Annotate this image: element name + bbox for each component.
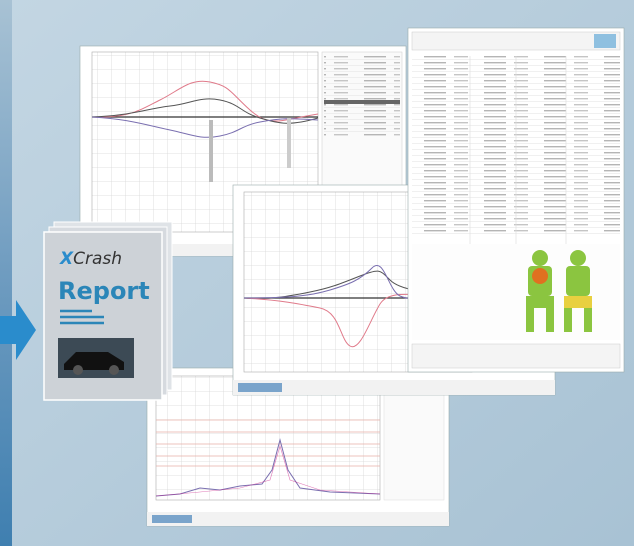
dummy-figure-part <box>532 250 548 266</box>
sheet-chart-a-part <box>287 118 291 168</box>
dummy-figure-part <box>526 308 534 332</box>
dummy-figure-part <box>546 308 554 332</box>
dummy-figure-part <box>526 296 554 308</box>
sheet-chart-a-part <box>324 100 400 104</box>
illustration: XCrash Report <box>0 0 634 546</box>
sheet-table-part <box>594 34 616 48</box>
sheet-chart-a-part <box>324 56 400 136</box>
report-booklet-part <box>109 365 119 375</box>
dummy-figure-part <box>570 250 586 266</box>
report-booklet: XCrash Report <box>44 222 172 400</box>
sheet-chart-a-part <box>209 120 213 182</box>
logo-mark: X <box>59 249 74 269</box>
sheet-table-part <box>412 344 620 368</box>
sheet-chart-d-part <box>147 512 449 526</box>
report-booklet-part <box>73 365 83 375</box>
sheet-chart-d-part <box>152 515 192 523</box>
dummy-figure-part <box>564 308 572 332</box>
sheet-table-part <box>412 32 620 50</box>
logo-name: Crash <box>73 249 122 269</box>
logo: XCrash <box>59 249 122 269</box>
dummy-figure-part <box>564 296 592 308</box>
sheet-chart-c-part <box>238 383 282 392</box>
report-title: Report <box>58 277 150 305</box>
dummy-figure-part <box>584 308 592 332</box>
side-stripe <box>0 0 12 546</box>
page: {"logo": {"mark": "X", "name": "Crash"},… <box>0 0 634 546</box>
sheet-table <box>408 28 624 372</box>
dummy-figure-part <box>566 266 590 296</box>
dummy-figure-part <box>532 268 548 284</box>
